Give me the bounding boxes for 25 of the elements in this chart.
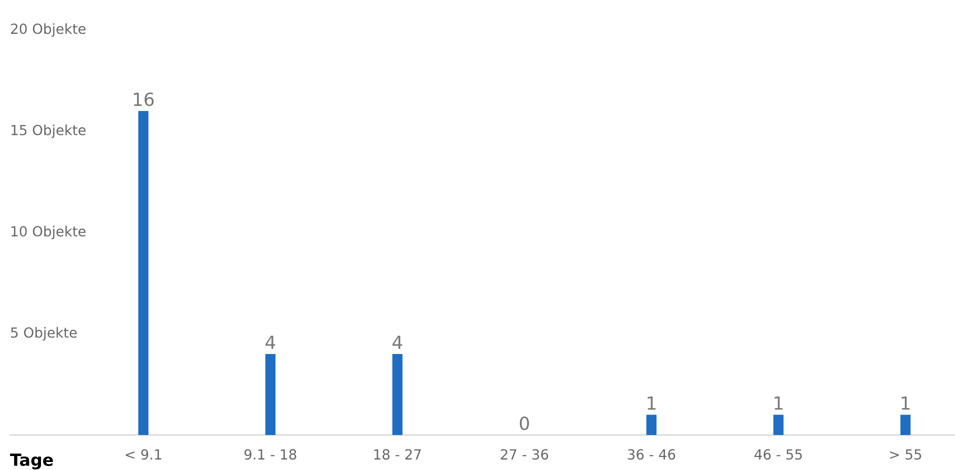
data-label: 1 <box>902 396 910 410</box>
y-tick-label: 5 Objekte <box>11 327 77 340</box>
bar <box>773 414 784 435</box>
bar <box>392 354 402 435</box>
y-tick-label: 15 Objekte <box>12 124 86 138</box>
x-tick-label: > 55 <box>890 449 922 460</box>
y-tick-label: 10 Objekte <box>12 226 86 240</box>
data-label: 0 <box>520 416 529 430</box>
x-tick-label: 9.1 - 18 <box>244 449 296 460</box>
data-label: 1 <box>774 396 783 410</box>
x-tick-label: 36 - 46 <box>628 449 676 460</box>
y-tick-label: 20 Objekte <box>11 23 86 37</box>
bar <box>265 354 276 435</box>
bar <box>900 414 911 435</box>
data-label: 16 <box>134 92 154 106</box>
x-axis-title: Tage <box>10 454 53 470</box>
data-label: 1 <box>648 396 656 410</box>
bar <box>646 414 657 435</box>
data-label: 4 <box>266 336 276 349</box>
x-tick-label: 46 - 55 <box>754 449 802 460</box>
x-tick-label: 27 - 36 <box>500 449 548 460</box>
bar <box>138 111 148 435</box>
data-label: 4 <box>392 336 402 349</box>
x-tick-label: 18 - 27 <box>374 449 421 460</box>
x-tick-label: < 9.1 <box>126 449 162 460</box>
